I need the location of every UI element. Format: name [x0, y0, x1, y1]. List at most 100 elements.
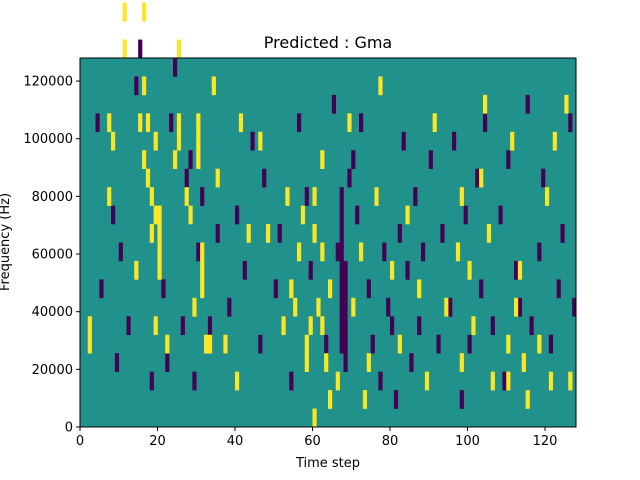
heatmap-cell-high: [548, 371, 554, 391]
heatmap-cell-low: [339, 316, 344, 336]
heatmap-cell-high: [347, 113, 352, 133]
heatmap-cell-low: [405, 260, 410, 280]
heatmap-cell-high: [157, 205, 162, 225]
heatmap-cell-high: [157, 242, 162, 262]
heatmap-cell-low: [467, 334, 472, 354]
heatmap-cell-low: [393, 390, 399, 409]
heatmap-cell-low: [297, 113, 302, 133]
heatmap-cell-high: [568, 371, 573, 391]
heatmap-cell-high: [176, 113, 182, 133]
heatmap-cell-low: [517, 297, 523, 317]
heatmap-cell-high: [107, 187, 112, 206]
heatmap-cell-low: [475, 168, 480, 188]
heatmap-cell-low: [479, 279, 484, 299]
heatmap-cell-high: [176, 39, 182, 59]
heatmap-cell-high: [304, 334, 309, 354]
heatmap-cell-high: [207, 334, 213, 354]
heatmap-cell-high: [564, 94, 569, 114]
heatmap-cell-low: [277, 224, 282, 243]
heatmap-cell-low: [196, 242, 201, 262]
heatmap-cell-low: [440, 224, 445, 243]
heatmap-cell-low: [339, 224, 344, 243]
heatmap-cell-low: [180, 316, 185, 336]
heatmap-cell-low: [138, 39, 143, 59]
heatmap-cell-high: [417, 279, 422, 299]
heatmap-cell-high: [335, 371, 340, 391]
x-tick-label: 80: [382, 434, 399, 449]
heatmap-cell-high: [304, 353, 309, 372]
heatmap-cell-high: [545, 187, 550, 206]
heatmap-cell-high: [455, 242, 461, 262]
heatmap-cell-low: [537, 242, 542, 262]
heatmap-cell-low: [95, 113, 100, 133]
heatmap-cell-high: [145, 168, 151, 188]
heatmap-cell-low: [502, 371, 507, 391]
heatmap-cell-low: [258, 334, 263, 354]
heatmap-cell-low: [114, 353, 120, 372]
heatmap-cell-high: [215, 168, 220, 188]
heatmap-cell-high: [134, 260, 139, 280]
heatmap-cell-low: [397, 224, 402, 243]
heatmap-cell-high: [316, 297, 321, 317]
heatmap-cell-high: [405, 205, 410, 225]
heatmap-cell-low: [343, 297, 348, 317]
heatmap-cell-high: [238, 113, 244, 133]
heatmap-cell-high: [149, 187, 154, 206]
heatmap-cell-high: [308, 316, 313, 336]
heatmap-cell-low: [541, 168, 546, 188]
x-axis-label: Time step: [295, 456, 360, 471]
heatmap-cells: [87, 2, 577, 428]
heatmap-cell-high: [142, 76, 147, 96]
heatmap-cell-high: [432, 113, 437, 133]
heatmap-cell-high: [87, 334, 92, 354]
x-tick-label: 40: [227, 434, 244, 449]
heatmap-cell-low: [436, 334, 441, 354]
heatmap-cell-high: [552, 131, 557, 151]
heatmap-cell-high: [87, 316, 92, 336]
chart-title: Predicted : Gma: [264, 33, 392, 52]
y-axis-label: Frequency (Hz): [0, 193, 13, 291]
heatmap-cell-high: [157, 260, 162, 280]
heatmap-cell-low: [343, 316, 348, 336]
heatmap-cell-low: [324, 334, 329, 354]
x-axis: 0 20 40 60 80 100 120: [76, 427, 557, 449]
heatmap-cell-low: [169, 113, 174, 133]
heatmap-cell-high: [312, 408, 317, 428]
x-tick-label: 60: [304, 434, 321, 449]
heatmap-cell-low: [227, 297, 232, 317]
heatmap-cell-low: [250, 131, 255, 151]
heatmap-cell-low: [339, 205, 344, 225]
heatmap-cell-low: [409, 353, 414, 372]
heatmap-cell-low: [351, 150, 356, 169]
heatmap-cell-high: [192, 297, 197, 317]
heatmap-cell-high: [196, 150, 201, 169]
heatmap-cell-low: [428, 150, 433, 169]
heatmap-cell-high: [374, 187, 379, 206]
heatmap-cell-high: [510, 131, 515, 151]
heatmap-cell-low: [490, 316, 495, 336]
heatmap-cell-high: [246, 224, 251, 243]
heatmap-cell-low: [498, 205, 503, 225]
heatmap-cell-high: [107, 113, 112, 133]
y-tick-label: 60000: [32, 248, 73, 263]
heatmap-cell-high: [157, 224, 162, 243]
heatmap-cell-high: [390, 260, 395, 280]
heatmap-cell-high: [266, 224, 271, 243]
heatmap-cell-high: [196, 113, 201, 133]
heatmap-cell-low: [188, 150, 193, 169]
x-tick-label: 20: [149, 434, 166, 449]
heatmap-cell-high: [200, 242, 205, 262]
heatmap-cell-high: [517, 260, 523, 280]
heatmap-cell-high: [459, 187, 464, 206]
x-tick-label: 0: [76, 434, 84, 449]
heatmap-cell-high: [471, 316, 476, 336]
y-tick-label: 20000: [32, 363, 73, 378]
heatmap-cell-high: [122, 39, 127, 59]
heatmap-cell-high: [258, 131, 263, 151]
heatmap-cell-low: [149, 371, 154, 391]
heatmap-cell-high: [514, 297, 519, 317]
heatmap-cell-low: [355, 205, 360, 225]
heatmap-cell-low: [506, 150, 511, 169]
heatmap-cell-high: [111, 131, 116, 151]
x-tick-label: 100: [455, 434, 480, 449]
